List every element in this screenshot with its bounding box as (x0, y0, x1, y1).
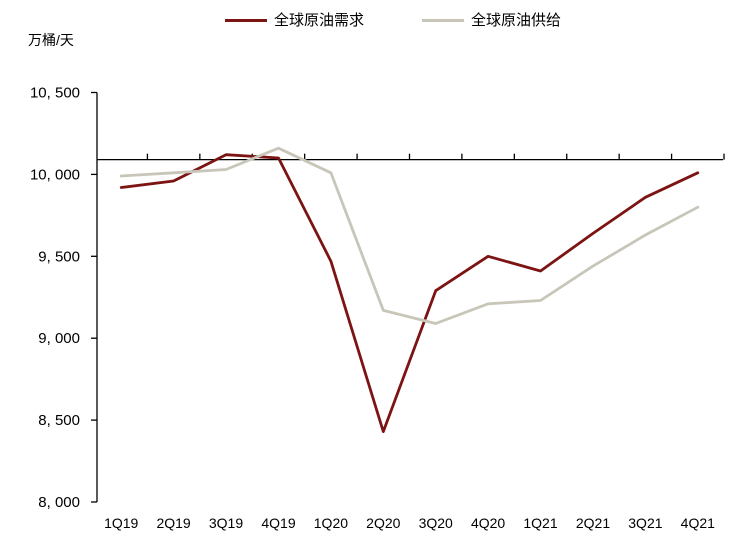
y-tick-label: 9, 000 (38, 330, 80, 347)
x-tick-label: 4Q21 (681, 515, 715, 531)
chart-legend: 全球原油需求 全球原油供给 (24, 12, 738, 29)
x-tick-label: 3Q19 (209, 515, 243, 531)
y-axis-unit-label: 万桶/天 (28, 32, 74, 48)
legend-label-supply: 全球原油供给 (471, 12, 562, 29)
x-tick-label: 2Q21 (576, 515, 610, 531)
y-tick-label: 8, 500 (38, 412, 80, 429)
x-tick-label: 1Q19 (104, 515, 138, 531)
x-tick-label: 4Q19 (261, 515, 295, 531)
x-tick-label: 4Q20 (471, 515, 505, 531)
y-tick-label: 10, 000 (30, 166, 80, 183)
y-tick-label: 8, 000 (38, 494, 80, 511)
x-tick-label: 1Q21 (523, 515, 557, 531)
x-tick-label: 1Q20 (314, 515, 348, 531)
supply-line-swatch (422, 19, 464, 22)
demand-line (119, 153, 700, 434)
legend-item-demand: 全球原油需求 (224, 12, 364, 29)
legend-label-demand: 全球原油需求 (273, 12, 364, 29)
x-tick-label: 3Q20 (419, 515, 453, 531)
demand-line-swatch (224, 19, 267, 22)
legend-item-supply: 全球原油供给 (422, 12, 561, 29)
x-tick-label: 2Q20 (366, 515, 400, 531)
y-tick-label: 9, 500 (38, 248, 80, 265)
x-tick-label: 2Q19 (156, 515, 190, 531)
y-tick-label: 10, 500 (30, 85, 80, 102)
supply-line (119, 146, 700, 325)
x-tick-label: 3Q21 (628, 515, 662, 531)
